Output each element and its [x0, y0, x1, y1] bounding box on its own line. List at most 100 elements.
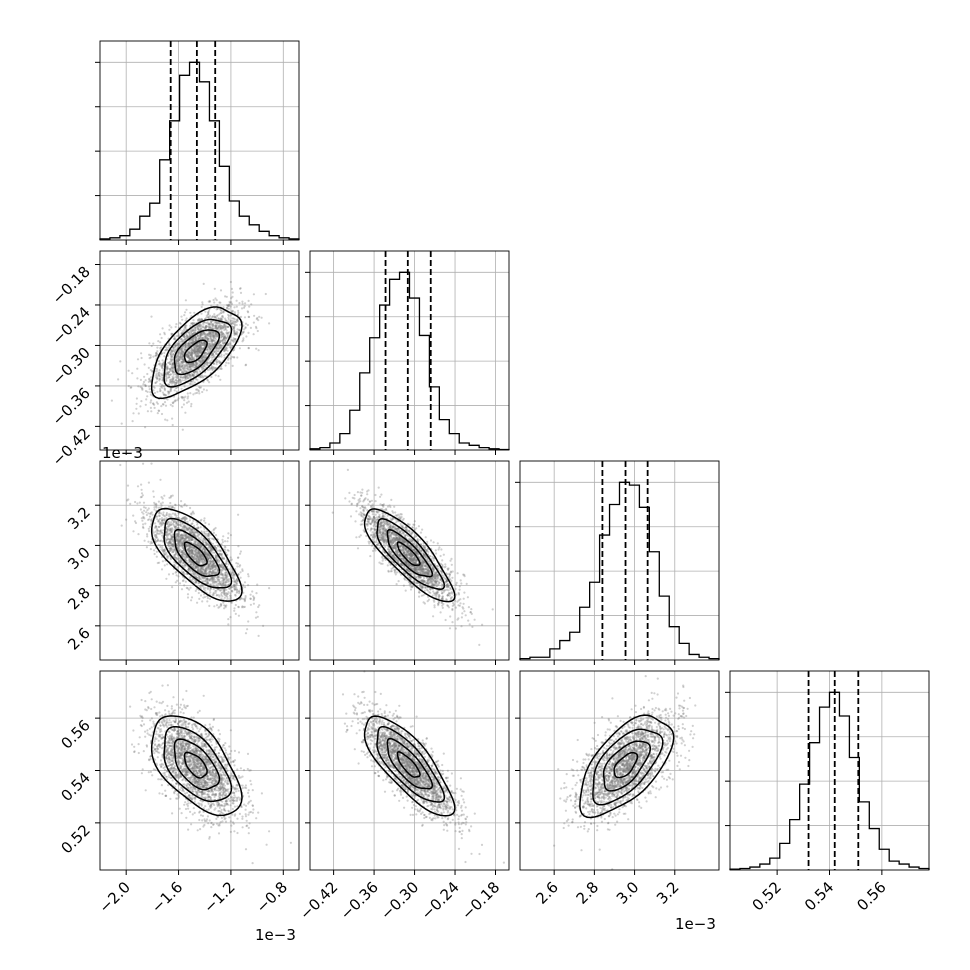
scatter-point: [161, 327, 164, 330]
scatter-point: [199, 332, 202, 335]
scatter-point: [225, 325, 228, 328]
scatter-point: [227, 307, 230, 310]
scatter-point: [178, 582, 182, 585]
scatter-point: [250, 303, 253, 306]
scatter-point: [184, 311, 187, 314]
scatter-point: [135, 402, 138, 405]
scatter-point: [220, 331, 223, 334]
scatter-point: [191, 510, 195, 513]
scatter-point: [158, 532, 161, 535]
scatter-point: [163, 564, 166, 567]
scatter-point: [172, 520, 176, 524]
scatter-point: [201, 303, 204, 306]
scatter-point: [148, 377, 151, 380]
scatter-point: [240, 307, 244, 310]
scatter-point: [161, 523, 164, 526]
scatter-point: [172, 371, 176, 374]
scatter-point: [189, 365, 193, 368]
scatter-point: [195, 353, 198, 356]
scatter-point: [226, 304, 229, 308]
scatter-point: [181, 370, 184, 373]
scatter-point: [153, 501, 156, 504]
scatter-point: [207, 361, 210, 364]
scatter-point: [190, 531, 193, 534]
scatter-point: [163, 387, 166, 390]
scatter-point: [252, 602, 255, 605]
scatter-point: [238, 302, 241, 305]
scatter-point: [198, 351, 202, 355]
scatter-point: [227, 313, 230, 316]
scatter-point: [150, 315, 153, 318]
scatter-point: [201, 600, 204, 603]
scatter-point: [227, 318, 230, 321]
scatter-point: [167, 573, 171, 576]
scatter-point: [163, 351, 166, 354]
scatter-point: [170, 360, 173, 363]
scatter-point: [157, 371, 160, 374]
scatter-point: [248, 315, 251, 319]
scatter-point: [229, 305, 232, 308]
scatter-point: [210, 356, 214, 359]
scatter-point: [119, 463, 122, 467]
scatter-point: [181, 517, 184, 520]
scatter-point: [221, 538, 224, 542]
scatter-point: [194, 327, 197, 330]
scatter-point: [175, 362, 178, 365]
scatter-point: [177, 365, 180, 368]
scatter-point: [160, 385, 163, 388]
scatter-point: [175, 522, 178, 525]
scatter-point: [200, 358, 204, 361]
scatter-point: [189, 376, 192, 379]
scatter-point: [217, 318, 220, 321]
scatter-point: [225, 604, 228, 607]
scatter-point: [221, 557, 225, 560]
scatter-point: [146, 395, 149, 398]
scatter-point: [149, 512, 152, 515]
scatter-point: [180, 538, 184, 541]
scatter-point: [197, 319, 200, 322]
scatter-point: [176, 362, 179, 365]
scatter-point: [225, 588, 228, 591]
scatter-point: [200, 305, 203, 308]
scatter-point: [251, 590, 254, 593]
scatter-point: [206, 600, 209, 603]
scatter-point: [163, 389, 167, 392]
scatter-point: [211, 593, 214, 596]
scatter-point: [157, 500, 160, 503]
scatter-point: [161, 519, 164, 522]
scatter-point: [268, 587, 271, 590]
scatter-point: [228, 587, 231, 590]
scatter-point: [211, 332, 214, 336]
scatter-point: [130, 386, 133, 389]
scatter-point: [171, 369, 174, 373]
scatter-point: [229, 559, 232, 562]
scatter-point: [152, 342, 155, 345]
scatter-point: [176, 524, 179, 527]
scatter-point: [226, 597, 229, 600]
scatter-point: [171, 358, 174, 361]
scatter-point: [179, 534, 182, 537]
scatter-point: [178, 358, 181, 361]
scatter-point: [204, 342, 207, 345]
scatter-point: [154, 530, 157, 533]
scatter-point: [214, 566, 217, 569]
scatter-point: [181, 379, 184, 382]
scatter-point: [137, 412, 140, 415]
scatter-point: [166, 372, 169, 375]
scatter-point: [235, 320, 238, 323]
scatter-point: [182, 403, 185, 406]
scatter-point: [241, 300, 244, 303]
scatter-point: [192, 329, 195, 332]
scatter-point: [198, 597, 201, 601]
scatter-point: [215, 604, 219, 607]
scatter-point: [223, 589, 226, 592]
scatter-point: [223, 354, 226, 357]
scatter-point: [257, 319, 260, 322]
scatter-point: [234, 603, 237, 607]
scatter-point: [179, 368, 183, 371]
scatter-point: [161, 546, 164, 550]
scatter-point: [237, 513, 240, 516]
scatter-point: [196, 325, 199, 328]
scatter-point: [178, 517, 181, 520]
scatter-point: [178, 539, 181, 542]
